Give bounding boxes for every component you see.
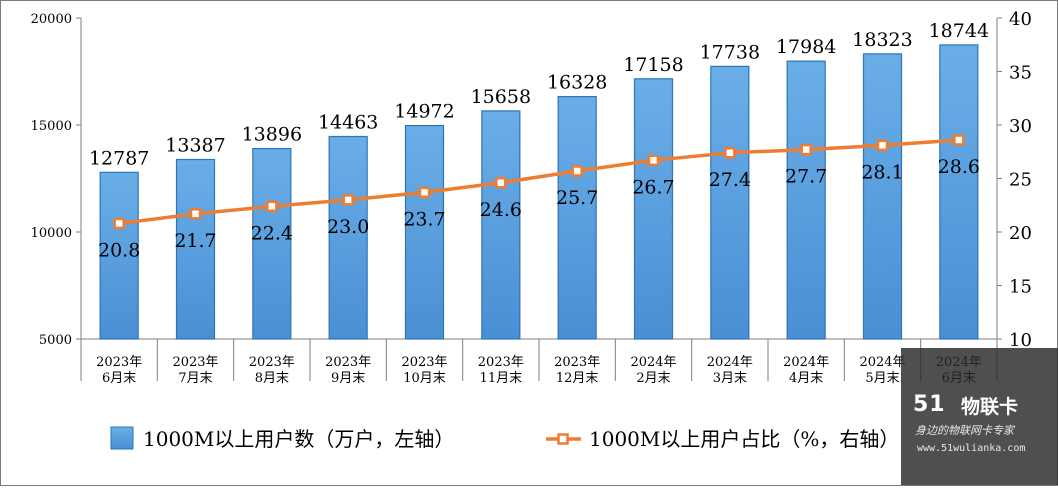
category-label: 2023年 <box>554 355 600 370</box>
bar-value-label: 13896 <box>242 124 302 146</box>
category-label: 6月末 <box>102 371 136 386</box>
line-value-label: 23.7 <box>403 208 445 230</box>
watermark-slogan: 身边的物联网卡专家 <box>915 424 1014 437</box>
category-label: 9月末 <box>331 371 365 386</box>
bar <box>404 124 445 340</box>
line-point <box>266 200 278 213</box>
category-label: 2024年 <box>707 355 753 370</box>
line-point <box>418 186 431 199</box>
bar <box>786 60 826 340</box>
bar-value-label: 18744 <box>929 20 989 42</box>
category-label: 4月末 <box>789 371 823 386</box>
legend-line-marker <box>557 433 569 445</box>
right-tick-label: 40 <box>1009 9 1032 30</box>
line-value-label: 26.7 <box>632 176 674 198</box>
bar <box>557 95 597 340</box>
left-tick-label: 10000 <box>31 226 72 241</box>
share-line <box>118 138 959 226</box>
category-label: 2024年 <box>783 355 829 370</box>
bar <box>328 135 368 340</box>
line-point <box>342 194 354 206</box>
line-value-label: 28.6 <box>938 156 980 178</box>
category-label: 5月末 <box>865 371 899 386</box>
bar <box>862 53 903 340</box>
watermark-url: www.51wulianka.com <box>917 443 1026 454</box>
category-label: 2023年 <box>172 355 218 370</box>
watermark-brand: 物联卡 <box>961 396 1019 418</box>
category-label: 2023年 <box>401 355 447 370</box>
bar-value-label: 13387 <box>165 135 225 157</box>
bar-value-label: 17738 <box>700 41 760 63</box>
category-label: 2024年 <box>630 355 676 370</box>
bar-value-label: 12787 <box>89 147 149 169</box>
bar <box>99 171 139 340</box>
bar <box>175 158 216 340</box>
category-label: 3月末 <box>713 371 747 386</box>
watermark: 51 物联卡 身边的物联网卡专家 www.51wulianka.com <box>901 348 1058 485</box>
bar-value-label: 17984 <box>776 36 836 58</box>
right-tick-label: 25 <box>1009 170 1032 191</box>
category-label: 2023年 <box>478 355 524 370</box>
line-value-label: 20.8 <box>98 239 140 261</box>
bar <box>252 148 292 340</box>
left-tick-label: 20000 <box>31 12 72 27</box>
bar <box>633 78 674 340</box>
right-tick-label: 30 <box>1009 116 1032 137</box>
right-tick-label: 10 <box>1009 330 1032 351</box>
bar-value-label: 14463 <box>318 111 378 133</box>
bar-value-label: 14972 <box>394 101 454 123</box>
line-point <box>876 139 889 152</box>
left-tick-label: 15000 <box>31 119 72 134</box>
bar-value-label: 18323 <box>852 29 912 51</box>
line-value-label: 21.7 <box>174 230 216 252</box>
line-value-label: 25.7 <box>556 187 598 209</box>
line-point <box>647 154 660 167</box>
line-value-label: 22.4 <box>251 222 293 244</box>
category-label: 2023年 <box>325 355 371 370</box>
right-tick-label: 20 <box>1009 223 1032 244</box>
bar-value-label: 17158 <box>623 54 683 76</box>
line-value-label: 24.6 <box>480 199 522 221</box>
category-label: 2024年 <box>859 355 905 370</box>
category-label: 10月末 <box>403 371 446 386</box>
line-point <box>189 208 202 220</box>
category-label: 7月末 <box>178 371 212 386</box>
line-point <box>800 143 812 156</box>
category-label: 2023年 <box>249 355 295 370</box>
line-value-label: 23.0 <box>327 216 369 238</box>
line-value-label: 27.4 <box>709 169 751 191</box>
legend-bar-swatch <box>110 426 134 450</box>
category-label: 11月末 <box>480 371 523 386</box>
bar-value-label: 16328 <box>547 72 607 94</box>
line-value-label: 27.7 <box>785 166 827 188</box>
right-tick-label: 15 <box>1009 277 1032 298</box>
watermark-logo: 51 <box>913 392 946 417</box>
legend-line-label: 1000M以上用户占比（%，右轴） <box>589 427 899 451</box>
line-point <box>724 147 736 159</box>
bar <box>481 110 521 340</box>
legend-bar-label: 1000M以上用户数（万户，左轴） <box>143 427 454 451</box>
category-label: 8月末 <box>255 371 289 386</box>
category-label: 2月末 <box>636 371 670 386</box>
line-point <box>953 134 965 146</box>
bar <box>710 65 750 340</box>
line-point <box>495 177 507 189</box>
line-value-label: 28.1 <box>861 161 903 183</box>
right-tick-label: 35 <box>1009 63 1032 84</box>
line-point <box>571 165 583 177</box>
category-label: 12月末 <box>556 371 599 386</box>
bar <box>939 44 979 340</box>
bar-value-label: 15658 <box>471 86 531 108</box>
left-tick-label: 5000 <box>39 333 72 348</box>
line-point <box>113 217 125 230</box>
category-label: 2023年 <box>96 355 142 370</box>
